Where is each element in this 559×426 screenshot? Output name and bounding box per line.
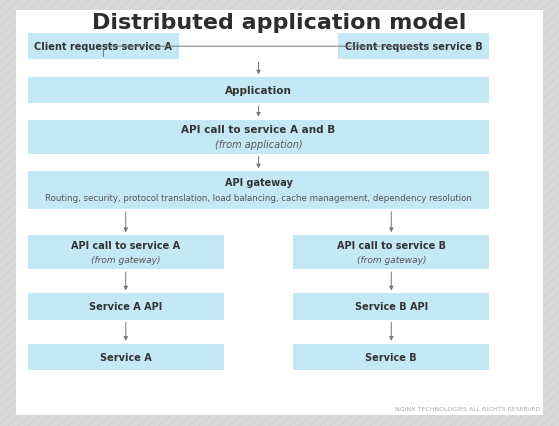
Text: API call to service A and B: API call to service A and B [182, 125, 335, 135]
Text: NGINX TECHNOLOGIES ALL RIGHTS RESERVED: NGINX TECHNOLOGIES ALL RIGHTS RESERVED [395, 406, 541, 411]
FancyBboxPatch shape [28, 344, 224, 370]
Text: (from gateway): (from gateway) [357, 256, 426, 265]
Text: Routing, security, protocol translation, load balancing, cache management, depen: Routing, security, protocol translation,… [45, 194, 472, 203]
Text: Client requests service B: Client requests service B [345, 42, 482, 52]
FancyBboxPatch shape [293, 344, 489, 370]
FancyBboxPatch shape [28, 236, 224, 270]
Text: Client requests service A: Client requests service A [35, 42, 172, 52]
Text: API call to service A: API call to service A [71, 240, 181, 250]
Text: (from gateway): (from gateway) [91, 256, 160, 265]
Text: Service B: Service B [366, 352, 417, 362]
FancyBboxPatch shape [28, 78, 489, 104]
Text: Service A: Service A [100, 352, 151, 362]
FancyBboxPatch shape [293, 236, 489, 270]
Text: Application: Application [225, 86, 292, 96]
Text: (from application): (from application) [215, 140, 302, 150]
FancyBboxPatch shape [16, 11, 543, 415]
Text: API gateway: API gateway [225, 177, 292, 187]
FancyBboxPatch shape [28, 34, 179, 60]
Text: API call to service B: API call to service B [337, 240, 446, 250]
FancyBboxPatch shape [28, 172, 489, 210]
FancyBboxPatch shape [28, 294, 224, 320]
FancyBboxPatch shape [338, 34, 489, 60]
FancyBboxPatch shape [28, 120, 489, 154]
Text: Service A API: Service A API [89, 302, 163, 312]
FancyBboxPatch shape [293, 294, 489, 320]
Text: Distributed application model: Distributed application model [92, 13, 467, 32]
Text: Service B API: Service B API [355, 302, 428, 312]
